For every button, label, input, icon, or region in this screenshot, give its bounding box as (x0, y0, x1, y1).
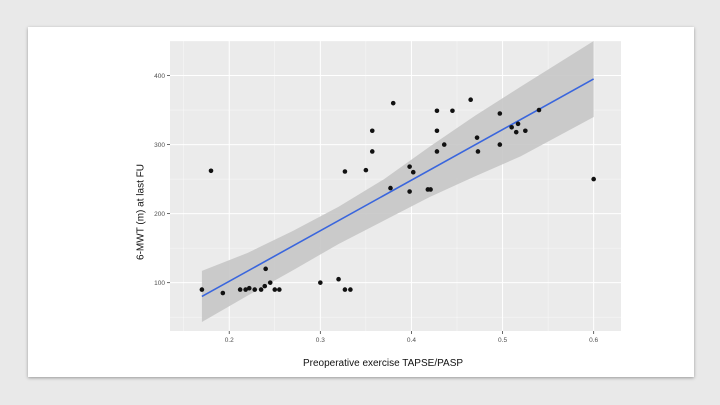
x-tick-label: 0.4 (407, 337, 416, 344)
data-point (468, 97, 473, 102)
x-tick-label: 0.5 (498, 337, 507, 344)
data-point (441, 142, 447, 147)
data-point (434, 108, 440, 114)
data-point (428, 187, 433, 192)
data-point (263, 266, 268, 272)
scatter-plot: 0.2 0.3 0.4 0.5 0.6 100 200 300 400 (154, 40, 621, 344)
data-point (509, 125, 514, 130)
data-point (348, 287, 353, 292)
data-point (237, 287, 243, 292)
data-point (474, 135, 480, 140)
data-point (434, 128, 440, 134)
grid-minor (170, 40, 621, 331)
y-axis-ticks: 100 200 300 400 (154, 73, 170, 287)
x-axis-ticks: 0.2 0.3 0.4 0.5 0.6 (225, 331, 599, 344)
y-tick-label: 200 (154, 211, 165, 218)
data-point (515, 121, 521, 127)
data-point (523, 128, 528, 134)
confidence-band (201, 41, 594, 322)
x-tick-label: 0.6 (589, 337, 598, 344)
data-point (450, 108, 455, 114)
data-point (475, 149, 481, 154)
x-axis-label: Preoperative exercise TAPSE/PASP (302, 358, 464, 369)
data-point (318, 280, 323, 285)
x-tick-label: 0.2 (225, 337, 234, 344)
data-point (220, 290, 226, 296)
regression-line (201, 78, 595, 298)
data-point (536, 107, 542, 113)
data-point (342, 169, 348, 174)
data-point (262, 283, 268, 289)
data-point (513, 129, 519, 135)
data-point (267, 280, 273, 285)
y-tick-label: 400 (154, 73, 165, 80)
data-point (252, 287, 258, 292)
data-point (342, 287, 348, 292)
slide: 0.2 0.3 0.4 0.5 0.6 100 200 300 400 6-MWT (m) a… (28, 27, 694, 377)
data-point (497, 142, 503, 147)
data-point (591, 176, 596, 182)
x-tick-label: 0.3 (316, 337, 325, 344)
data-point (277, 287, 282, 292)
data-point (369, 128, 375, 134)
data-point (243, 287, 248, 292)
data-point (246, 285, 252, 291)
data-point (272, 287, 278, 292)
y-tick-label: 300 (154, 142, 165, 149)
data-point (336, 276, 341, 282)
data-point (390, 100, 396, 106)
data-point (363, 167, 369, 173)
y-tick-label: 100 (154, 280, 165, 287)
data-point (388, 185, 393, 191)
data-point (258, 287, 264, 292)
data-point (497, 111, 503, 116)
data-point (199, 287, 205, 292)
y-axis-label: 6-MWT (m) at last FU (135, 164, 147, 260)
data-points (199, 97, 596, 296)
data-point (410, 169, 416, 175)
data-point (369, 149, 375, 154)
data-point (407, 189, 412, 194)
data-point (407, 164, 412, 169)
data-point (208, 168, 214, 174)
data-point (434, 149, 440, 154)
